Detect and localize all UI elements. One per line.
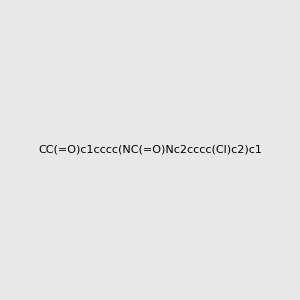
Text: CC(=O)c1cccc(NC(=O)Nc2cccc(Cl)c2)c1: CC(=O)c1cccc(NC(=O)Nc2cccc(Cl)c2)c1: [38, 145, 262, 155]
